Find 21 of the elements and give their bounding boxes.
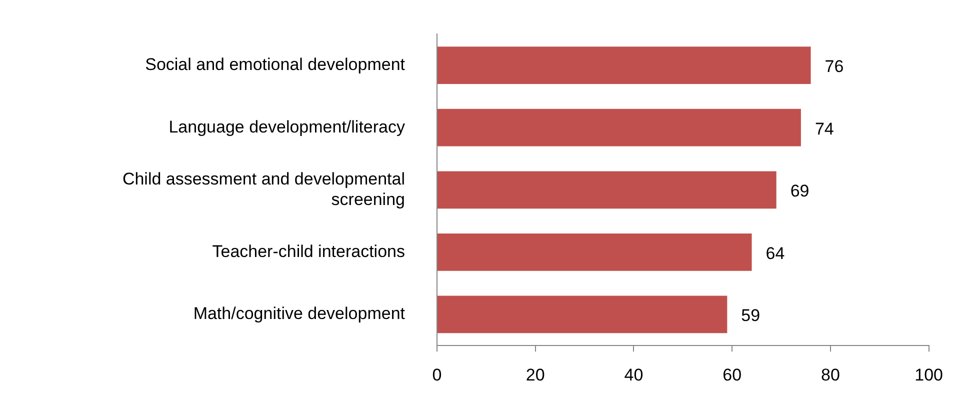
- bar: [438, 171, 776, 209]
- y-tick-label: Social and emotional development: [145, 55, 406, 74]
- x-tick-label: 60: [722, 365, 742, 384]
- y-tick-label: Child assessment and developmental screening: [122, 169, 405, 209]
- data-label: 74: [814, 119, 834, 138]
- bar: [438, 108, 801, 146]
- x-tick-label: 100: [914, 365, 944, 384]
- data-label: 69: [790, 182, 810, 201]
- bar: [438, 46, 811, 84]
- data-label: 59: [741, 306, 760, 326]
- bar: [438, 233, 752, 271]
- data-label: 76: [824, 57, 844, 76]
- y-tick-label: Math/cognitive development: [193, 304, 406, 324]
- bar: [438, 296, 728, 334]
- x-tick-label: 20: [526, 365, 545, 384]
- y-tick-label: Teacher-child interactions: [212, 242, 405, 261]
- data-label: 64: [766, 244, 785, 263]
- x-tick-label: 80: [820, 365, 840, 384]
- y-tick-label: Language development/literacy: [168, 117, 406, 136]
- x-tick-label: 0: [432, 365, 442, 384]
- x-tick-label: 40: [624, 365, 644, 384]
